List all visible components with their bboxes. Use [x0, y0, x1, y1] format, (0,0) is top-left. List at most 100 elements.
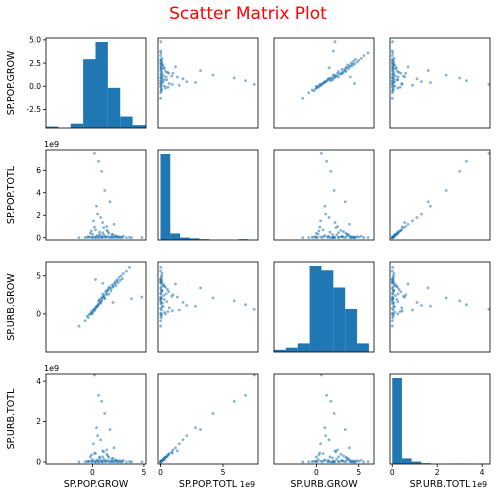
scatter-point-0-2-27: [346, 63, 350, 67]
scatter-point-0-2-47: [342, 70, 345, 74]
scatter-point-1-2-36: [366, 236, 370, 239]
scatter-point-0-1-14: [175, 75, 179, 79]
scatter-point-2-3-47: [397, 288, 401, 291]
scatter-point-3-0-56: [104, 459, 108, 462]
scatter-point-1-0-63: [90, 236, 94, 239]
panel-frame-3-1: [157, 373, 259, 465]
scatter-point-2-0-61: [107, 285, 111, 289]
scatter-point-0-1-37: [252, 82, 256, 86]
scatter-point-0-3-37: [487, 82, 491, 86]
scatter-point-2-0-65: [130, 297, 133, 301]
scatter-point-0-2-42: [327, 77, 331, 81]
panel-frame-2-0: [45, 261, 147, 353]
scatter-point-3-0-43: [105, 448, 109, 452]
scatter-point-1-3-14: [403, 221, 407, 224]
scatter-point-3-0-35: [125, 460, 128, 464]
panel-frame-0-1: [157, 37, 259, 129]
hist-bar-2-5: [333, 287, 346, 352]
scatter-point-2-3-49: [429, 304, 432, 308]
scatter-point-2-1-1: [159, 319, 163, 323]
ytick-label-1-0: 0: [36, 233, 41, 242]
scatter-point-3-2-68: [353, 460, 356, 464]
scatter-point-1-2-21: [343, 200, 347, 204]
scatter-point-0-3-45: [400, 82, 404, 85]
scatter-point-3-0-62: [113, 458, 117, 462]
scatter-point-3-2-18: [339, 452, 343, 456]
scatter-point-0-1-53: [160, 87, 164, 91]
hist-bar-3-0: [392, 378, 402, 464]
scatter-point-2-3-56: [392, 289, 396, 293]
scatter-point-3-0-54: [109, 460, 113, 464]
scatter-point-2-3-1: [391, 319, 394, 323]
hist-bar-2-7: [357, 343, 369, 352]
scatter-point-0-1-45: [167, 82, 171, 85]
scatter-point-2-3-50: [395, 297, 399, 301]
scatter-point-0-1-6: [170, 82, 174, 86]
scatter-point-0-3-53: [391, 87, 395, 91]
scatter-point-2-0-56: [104, 289, 108, 293]
scatter-point-3-0-0: [77, 460, 81, 464]
scatter-point-0-2-49: [323, 81, 327, 84]
ytick-label-3-0: 0: [36, 458, 41, 467]
scatter-point-2-1-0: [159, 324, 163, 328]
scatter-point-1-2-47: [342, 230, 345, 233]
scatter-point-2-0-48: [92, 308, 95, 312]
scatter-point-0-3-60: [398, 85, 402, 89]
scatter-point-1-0-54: [109, 236, 113, 239]
scatter-point-3-1-39: [232, 399, 236, 403]
scatter-point-0-2-51: [337, 75, 340, 79]
scatter-point-1-3-39: [458, 169, 462, 173]
scatter-point-3-2-25: [348, 446, 351, 450]
xoffset-1: 1e9: [240, 480, 255, 489]
scatter-point-2-3-48: [411, 308, 414, 312]
scatter-point-1-0-38: [97, 159, 100, 163]
scatter-point-0-3-67: [391, 75, 394, 79]
scatter-point-2-0-63: [90, 312, 94, 316]
scatter-point-1-2-32: [357, 235, 361, 239]
hist-bar-2-0: [274, 349, 286, 352]
scatter-point-0-1-34: [160, 57, 164, 60]
xtick-label-1-0: 0: [158, 468, 163, 477]
scatter-point-3-2-46: [334, 450, 338, 454]
scatter-point-3-1-49: [194, 426, 197, 429]
scatter-point-0-3-61: [396, 70, 399, 73]
scatter-point-2-1-11: [165, 300, 169, 304]
scatter-point-0-1-50: [162, 78, 166, 82]
scatter-point-3-2-32: [357, 459, 361, 463]
scatter-point-2-0-34: [121, 272, 125, 275]
scatter-point-1-2-45: [321, 228, 325, 232]
ytick-label-0-1: 0.0: [29, 82, 41, 91]
scatter-point-1-0-51: [101, 231, 105, 235]
scatter-point-3-2-50: [331, 456, 334, 460]
scatter-point-0-2-35: [362, 54, 366, 58]
scatter-point-0-2-48: [319, 83, 323, 87]
scatter-point-2-1-35: [159, 269, 163, 273]
scatter-point-1-2-68: [353, 236, 356, 239]
scatter-point-2-0-58: [97, 299, 100, 303]
scatter-point-1-2-60: [317, 229, 321, 233]
scatter-point-3-0-67: [101, 460, 105, 464]
xtick-label-0-0: 0: [90, 468, 95, 477]
scatter-point-1-0-25: [112, 222, 116, 226]
scatter-point-3-2-51: [337, 455, 340, 459]
scatter-point-3-0-63: [90, 460, 94, 464]
scatter-point-0-3-63: [391, 84, 394, 88]
scatter-point-0-2-33: [353, 57, 357, 61]
scatter-point-2-0-27: [114, 284, 118, 288]
scatter-point-1-2-66: [327, 235, 331, 239]
scatter-point-2-0-64: [140, 295, 144, 299]
ytick-label-3-1: 2: [36, 417, 41, 426]
scatter-point-2-1-44: [164, 312, 167, 316]
scatter-point-2-0-30: [117, 275, 121, 279]
scatter-point-2-0-51: [101, 292, 105, 296]
scatter-point-2-3-37: [487, 307, 491, 311]
scatter-point-3-0-36: [128, 460, 131, 463]
scatter-point-0-1-63: [159, 84, 163, 88]
scatter-point-1-2-48: [319, 219, 323, 223]
scatter-point-1-3-68: [391, 236, 394, 239]
scatter-point-0-1-60: [166, 85, 170, 89]
scatter-point-1-2-51: [337, 231, 340, 235]
scatter-point-3-0-49: [95, 426, 98, 429]
scatter-point-3-2-20: [337, 460, 340, 463]
scatter-point-3-0-46: [102, 450, 106, 454]
